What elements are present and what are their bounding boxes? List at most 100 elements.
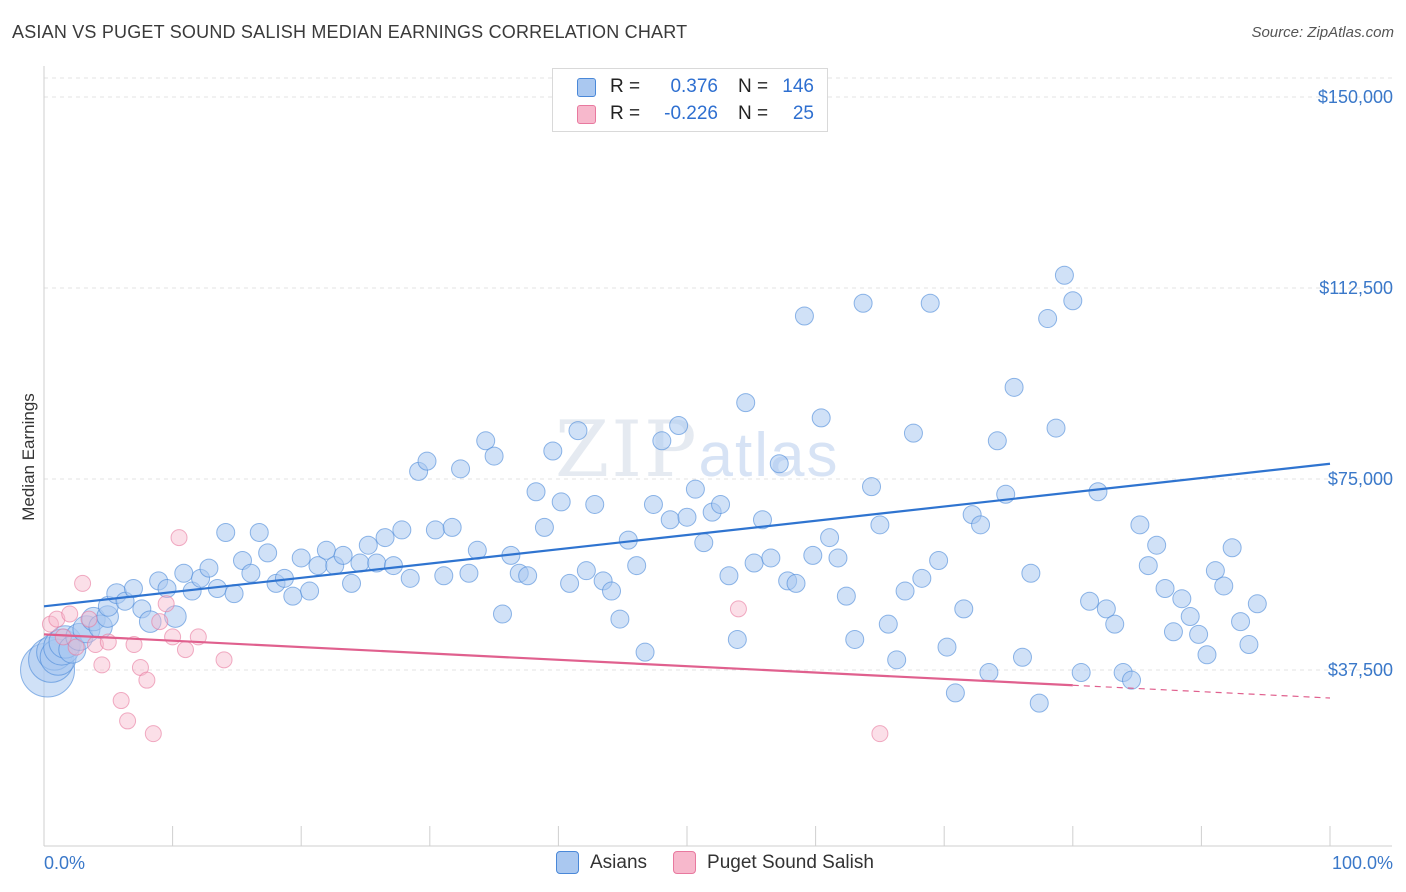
salish-point [138, 671, 156, 689]
asian-point [342, 573, 362, 593]
salish-point [170, 529, 188, 547]
asian-point [694, 533, 714, 553]
salish-point [119, 712, 137, 730]
asian-point [761, 548, 781, 568]
legend-n-value: 146 [782, 76, 814, 97]
asian-point [1046, 418, 1066, 438]
asian-point [1080, 591, 1100, 611]
asian-point [1012, 647, 1032, 667]
asian-point [1239, 635, 1259, 655]
asian-point [903, 423, 923, 443]
x-tick-label: 100.0% [1332, 853, 1393, 873]
asian-point [820, 528, 840, 548]
salish-point [164, 628, 182, 646]
y-axis-title: Median Earnings [19, 393, 38, 521]
asian-point [1004, 377, 1024, 397]
asian-point [1163, 622, 1183, 642]
asian-point [1155, 579, 1175, 599]
salish-point [144, 725, 162, 743]
y-tick-label: $75,000 [1328, 469, 1393, 489]
asian-point [157, 579, 177, 599]
y-tick-label: $37,500 [1328, 660, 1393, 680]
asian-point [300, 581, 320, 601]
asian-point [484, 446, 504, 466]
asian-point [425, 520, 445, 540]
asian-point [1247, 594, 1267, 614]
trend-line-salish-extension [1072, 684, 1331, 699]
asian-point [677, 507, 697, 527]
asian-point [1231, 612, 1251, 632]
asian-point [1122, 670, 1142, 690]
asian-point [534, 517, 554, 537]
asian-point [1021, 563, 1041, 583]
asian-point [585, 494, 605, 514]
asian-point [752, 510, 772, 530]
series-legend: Asians Puget Sound Salish [556, 851, 900, 874]
asian-point [543, 441, 563, 461]
salish-point [67, 638, 85, 656]
asian-point [476, 431, 496, 451]
asian-point [258, 543, 278, 563]
asian-point [283, 586, 303, 606]
asian-point [492, 604, 512, 624]
asian-point [1222, 538, 1242, 558]
asian-point [442, 517, 462, 537]
axis-labels: $37,500 $75,000 $112,500 $150,000 0.0% 100.0%… [19, 87, 1393, 873]
legend-row-asians: R = 0.376 N = 146 [553, 74, 814, 100]
legend-item-salish[interactable]: Puget Sound Salish [673, 851, 874, 874]
axes [43, 66, 1392, 847]
asian-point [652, 431, 672, 451]
asian-point [719, 566, 739, 586]
asian-point [1054, 265, 1074, 285]
asian-point [862, 477, 882, 497]
salish-point [157, 595, 175, 613]
asian-point [971, 515, 991, 535]
legend-swatch-salish [577, 104, 596, 124]
asian-point [744, 553, 764, 573]
asian-point [786, 573, 806, 593]
legend-r-label: R = [610, 76, 641, 97]
chart-title: ASIAN VS PUGET SOUND SALISH MEDIAN EARNI… [12, 22, 688, 42]
asian-point [560, 573, 580, 593]
asian-point [1197, 645, 1217, 665]
legend-item-asians[interactable]: Asians [556, 851, 647, 874]
asian-point [358, 535, 378, 555]
x-tick-label: 0.0% [44, 853, 85, 873]
source-label: Source: ZipAtlas.com [1251, 24, 1394, 41]
asian-point [459, 563, 479, 583]
legend-n-label: N = [738, 76, 769, 97]
asian-point [979, 663, 999, 683]
salish-point [125, 636, 143, 654]
asian-point [526, 482, 546, 502]
asian-point [602, 581, 622, 601]
asian-point [400, 568, 420, 588]
legend-label-salish: Puget Sound Salish [707, 851, 874, 873]
salish-point [61, 605, 79, 623]
asian-point [828, 548, 848, 568]
asian-point [1172, 589, 1192, 609]
asian-point [937, 637, 957, 657]
asian-point [1063, 291, 1083, 311]
legend-swatch-asians [556, 851, 579, 874]
legend-swatch-salish [673, 851, 697, 874]
salish-point [74, 574, 92, 592]
series-salish [41, 529, 889, 743]
asian-point [434, 566, 454, 586]
trend-lines [43, 462, 1331, 699]
asian-point [1096, 599, 1116, 619]
asian-point [912, 568, 932, 588]
asian-point [333, 545, 353, 565]
asian-point [929, 550, 949, 570]
salish-point [54, 628, 72, 646]
asian-point [249, 522, 269, 542]
asian-point [1214, 576, 1234, 596]
salish-point [729, 600, 747, 618]
trend-line-asians [43, 462, 1331, 608]
asian-point [1189, 624, 1209, 644]
asian-point [954, 599, 974, 619]
asian-point [669, 416, 689, 436]
asian-point [769, 454, 789, 474]
asian-point [392, 520, 412, 540]
asian-point [803, 545, 823, 565]
asian-point [551, 492, 571, 512]
